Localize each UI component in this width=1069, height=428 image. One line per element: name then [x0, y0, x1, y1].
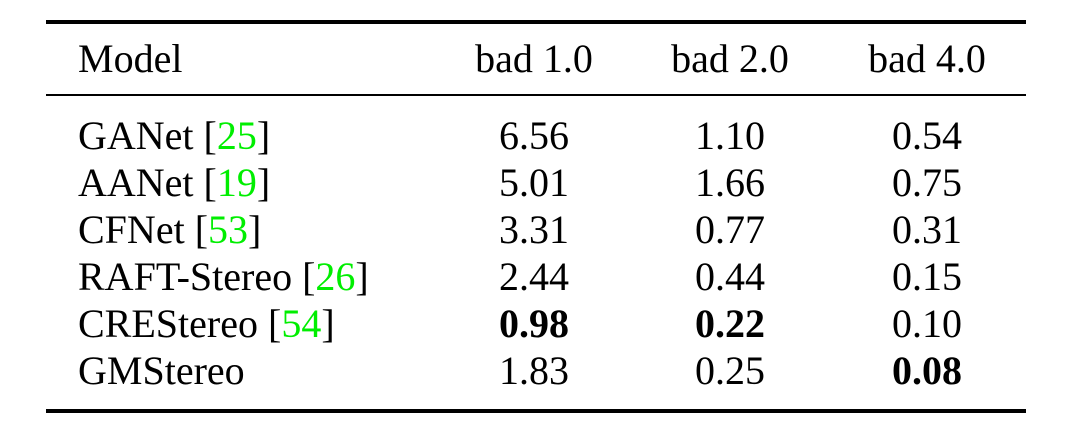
citation-bracket-close: ] [321, 300, 335, 346]
model-cell: GANet [25] [46, 112, 436, 158]
value-cell: 1.10 [695, 112, 765, 158]
citation-bracket-open: [ [203, 112, 217, 158]
citation-number: 26 [315, 253, 356, 299]
column-header-bad-4: bad 4.0 [868, 35, 986, 81]
table-body: GANet [25] 6.56 1.10 0.54 AANet [19] 5.01 … [46, 96, 1026, 409]
value-cell: 0.10 [892, 300, 962, 346]
value-cell: 6.56 [499, 112, 569, 158]
results-table: Model bad 1.0 bad 2.0 bad 4.0 GANet [25] … [46, 20, 1026, 413]
value-cell: 3.31 [499, 206, 569, 252]
table-row: RAFT-Stereo [26] 2.44 0.44 0.15 [46, 253, 1026, 300]
value-cell: 0.54 [892, 112, 962, 158]
table-mid-rule [46, 93, 1026, 96]
citation: [26] [302, 254, 369, 299]
citation-bracket-close: ] [355, 253, 369, 299]
model-name: CREStereo [78, 300, 258, 346]
value-cell: 5.01 [499, 159, 569, 205]
value-cell: 0.98 [499, 300, 569, 346]
model-name: GMStereo [78, 347, 245, 393]
citation-number: 25 [216, 112, 257, 158]
column-header-model: Model [78, 35, 183, 81]
value-cell: 0.77 [695, 206, 765, 252]
value-cell: 0.25 [695, 347, 765, 393]
citation-bracket-open: [ [194, 206, 209, 252]
citation-bracket-open: [ [203, 159, 217, 205]
model-cell: CREStereo [54] [46, 300, 436, 346]
table-row: GANet [25] 6.56 1.10 0.54 [46, 112, 1026, 159]
citation: [54] [268, 301, 335, 346]
column-header-bad-1: bad 1.0 [475, 35, 593, 81]
model-cell: AANet [19] [46, 159, 436, 205]
table-top-rule [46, 20, 1026, 24]
citation-number: 54 [281, 300, 322, 346]
citation: [19] [204, 160, 271, 205]
value-cell: 0.22 [695, 300, 765, 346]
model-name: RAFT-Stereo [78, 253, 293, 299]
table-header-row: Model bad 1.0 bad 2.0 bad 4.0 [46, 24, 1026, 94]
citation: [25] [204, 113, 271, 158]
value-cell: 1.83 [499, 347, 569, 393]
citation: [53] [195, 207, 262, 252]
value-cell: 0.15 [892, 253, 962, 299]
model-name: AANet [78, 159, 194, 205]
value-cell: 1.66 [695, 159, 765, 205]
model-name: GANet [78, 112, 194, 158]
value-cell: 2.44 [499, 253, 569, 299]
model-cell: CFNet [53] [46, 206, 436, 252]
column-header-bad-2: bad 2.0 [671, 35, 789, 81]
table-row: CFNet [53] 3.31 0.77 0.31 [46, 206, 1026, 253]
citation-bracket-close: ] [248, 206, 262, 252]
table-bottom-rule [46, 409, 1026, 413]
table-row: GMStereo[] 1.83 0.25 0.08 [46, 347, 1026, 394]
model-name: CFNet [78, 206, 185, 252]
value-cell: 0.75 [892, 159, 962, 205]
value-cell: 0.31 [892, 206, 962, 252]
value-cell: 0.08 [892, 347, 962, 393]
citation-bracket-open: [ [267, 300, 282, 346]
citation-number: 53 [208, 206, 249, 252]
citation-number: 19 [216, 159, 257, 205]
table-row: CREStereo [54] 0.98 0.22 0.10 [46, 300, 1026, 347]
model-cell: GMStereo[] [46, 347, 436, 393]
table-row: AANet [19] 5.01 1.66 0.75 [46, 159, 1026, 206]
model-cell: RAFT-Stereo [26] [46, 253, 436, 299]
citation-bracket-open: [ [302, 253, 316, 299]
value-cell: 0.44 [695, 253, 765, 299]
citation-bracket-close: ] [256, 159, 271, 205]
citation-bracket-close: ] [256, 112, 271, 158]
